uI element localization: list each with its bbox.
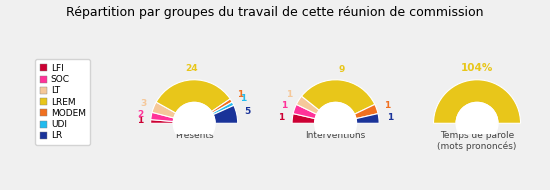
Text: 5: 5 — [244, 107, 250, 116]
Wedge shape — [151, 112, 174, 122]
Wedge shape — [354, 105, 378, 119]
Text: 1: 1 — [384, 101, 390, 110]
Wedge shape — [296, 96, 319, 114]
Text: 1: 1 — [287, 90, 293, 99]
Wedge shape — [152, 102, 176, 118]
Wedge shape — [211, 99, 232, 113]
Circle shape — [456, 102, 498, 144]
Text: 1: 1 — [278, 113, 285, 122]
Text: 1: 1 — [387, 113, 393, 122]
Text: 3: 3 — [141, 98, 147, 108]
Wedge shape — [293, 105, 317, 119]
Text: Temps de parole
(mots prononcés): Temps de parole (mots prononcés) — [437, 131, 516, 151]
Wedge shape — [433, 80, 520, 123]
Text: Présents: Présents — [175, 131, 213, 140]
Legend: LFI, SOC, LT, LREM, MODEM, UDI, LR: LFI, SOC, LT, LREM, MODEM, UDI, LR — [35, 59, 90, 145]
Wedge shape — [156, 80, 230, 113]
Text: 1: 1 — [238, 90, 244, 99]
Text: 9: 9 — [338, 65, 345, 74]
Text: 1: 1 — [281, 101, 287, 110]
Wedge shape — [212, 102, 234, 115]
Circle shape — [315, 102, 356, 144]
Text: 104%: 104% — [461, 63, 493, 73]
Text: 24: 24 — [185, 64, 198, 73]
Wedge shape — [356, 114, 379, 123]
Text: Interventions: Interventions — [305, 131, 366, 140]
Wedge shape — [292, 114, 315, 123]
Wedge shape — [301, 80, 375, 114]
Text: 1: 1 — [240, 94, 246, 103]
Wedge shape — [213, 105, 238, 123]
Text: Répartition par groupes du travail de cette réunion de commission: Répartition par groupes du travail de ce… — [66, 6, 484, 19]
Circle shape — [173, 102, 215, 144]
Text: 2: 2 — [138, 110, 144, 119]
Wedge shape — [151, 120, 173, 123]
Text: 1: 1 — [137, 116, 143, 125]
